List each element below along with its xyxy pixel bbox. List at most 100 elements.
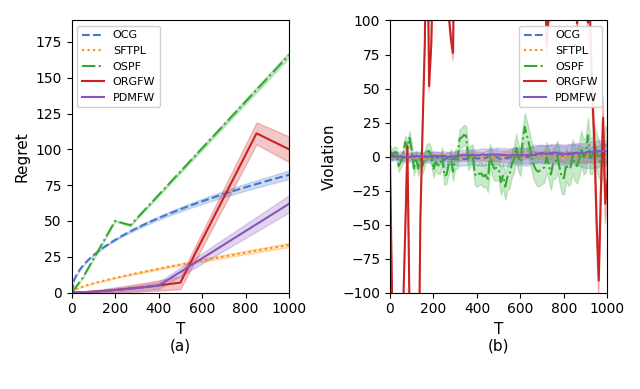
ORGFW [386, 155, 394, 160]
SFTPL [168, 264, 175, 268]
OSPF [198, 146, 206, 151]
X-axis label: T: T [494, 322, 504, 337]
Line: OSPF: OSPF [72, 55, 289, 293]
Line: PDMFW: PDMFW [390, 151, 607, 158]
OCG [530, 151, 538, 156]
OCG [543, 151, 550, 156]
OCG [440, 158, 448, 162]
OSPF [440, 173, 448, 178]
PDMFW [404, 155, 412, 160]
Line: SFTPL: SFTPL [390, 154, 607, 158]
PDMFW [231, 235, 239, 240]
OCG [168, 210, 175, 215]
OCG [122, 231, 130, 236]
PDMFW [401, 155, 409, 159]
SFTPL [486, 155, 494, 160]
PDMFW [83, 290, 91, 294]
SFTPL [552, 153, 559, 158]
OSPF [83, 268, 91, 273]
SFTPL [440, 154, 448, 159]
SFTPL [68, 290, 76, 295]
PDMFW [519, 152, 527, 157]
OSPF [122, 222, 130, 226]
ORGFW [443, 2, 451, 7]
ORGFW [122, 287, 130, 291]
PDMFW [604, 149, 611, 154]
ORGFW [404, 144, 412, 149]
PDMFW [285, 202, 293, 206]
OCG [231, 188, 239, 193]
PDMFW [488, 152, 496, 157]
OCG [83, 259, 91, 264]
OSPF [401, 140, 409, 144]
OSPF [285, 53, 293, 57]
Y-axis label: Regret: Regret [15, 131, 30, 182]
Line: ORGFW: ORGFW [390, 0, 607, 389]
ORGFW [231, 173, 239, 178]
SFTPL [516, 153, 524, 158]
OCG [488, 155, 496, 159]
OCG [386, 154, 394, 159]
PDMFW [68, 290, 76, 295]
Line: ORGFW: ORGFW [72, 133, 289, 293]
Line: PDMFW: PDMFW [72, 204, 289, 293]
OSPF [604, 145, 611, 150]
ORGFW [83, 290, 91, 294]
OCG [604, 152, 611, 157]
OSPF [386, 147, 394, 152]
OCG [401, 155, 409, 159]
SFTPL [386, 154, 394, 159]
OCG [198, 199, 206, 204]
PDMFW [386, 154, 394, 159]
PDMFW [198, 256, 206, 261]
Y-axis label: Violation: Violation [322, 123, 337, 190]
SFTPL [198, 258, 206, 263]
PDMFW [443, 154, 451, 159]
SFTPL [122, 273, 130, 278]
Line: OCG: OCG [72, 175, 289, 293]
SFTPL [231, 252, 239, 257]
OCG [285, 172, 293, 177]
PDMFW [122, 287, 130, 291]
PDMFW [168, 275, 175, 280]
OSPF [501, 184, 509, 189]
ORGFW [168, 281, 175, 286]
ORGFW [220, 195, 228, 200]
Line: OCG: OCG [390, 153, 607, 160]
OCG [456, 158, 463, 162]
PDMFW [552, 150, 559, 155]
Legend: OCG, SFTPL, OSPF, ORGFW, PDMFW: OCG, SFTPL, OSPF, ORGFW, PDMFW [520, 26, 602, 107]
ORGFW [68, 290, 76, 295]
Legend: OCG, SFTPL, OSPF, ORGFW, PDMFW: OCG, SFTPL, OSPF, ORGFW, PDMFW [77, 26, 160, 107]
Text: (a): (a) [170, 339, 191, 354]
OCG [519, 155, 527, 159]
OSPF [68, 290, 76, 295]
SFTPL [604, 156, 611, 160]
PDMFW [220, 242, 228, 247]
SFTPL [285, 243, 293, 247]
ORGFW [604, 178, 611, 182]
OSPF [554, 154, 561, 159]
OSPF [168, 179, 175, 183]
PDMFW [597, 149, 605, 153]
OCG [554, 152, 561, 157]
Text: (b): (b) [488, 339, 509, 354]
ORGFW [285, 147, 293, 152]
SFTPL [538, 152, 546, 157]
OSPF [519, 139, 527, 144]
SFTPL [220, 254, 228, 259]
OSPF [231, 111, 239, 116]
OSPF [521, 124, 529, 129]
ORGFW [543, 44, 550, 49]
SFTPL [83, 283, 91, 287]
Line: SFTPL: SFTPL [72, 245, 289, 293]
SFTPL [401, 155, 409, 160]
OSPF [543, 155, 550, 159]
OCG [68, 290, 76, 295]
OSPF [220, 123, 228, 127]
OSPF [486, 153, 494, 158]
ORGFW [253, 131, 260, 136]
PDMFW [541, 151, 548, 156]
X-axis label: T: T [176, 322, 185, 337]
SFTPL [541, 152, 548, 157]
